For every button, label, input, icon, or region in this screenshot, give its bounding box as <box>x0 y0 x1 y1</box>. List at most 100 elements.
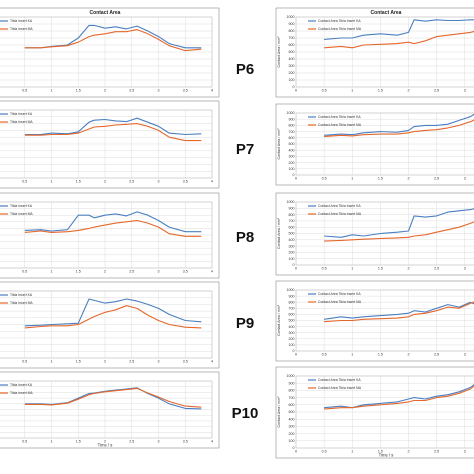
y-tick-label: 100 <box>289 167 295 171</box>
gridlines <box>0 109 213 179</box>
x-tick-label: 1 <box>51 270 53 274</box>
x-tick-label: 2.5 <box>434 353 439 357</box>
y-tick-label: 0 <box>293 263 295 267</box>
x-tick-label: 1.5 <box>378 450 383 454</box>
legend: Tibia Insert KA Tibia Insert MA <box>0 383 33 395</box>
x-tick-label: 2.5 <box>129 180 134 184</box>
legend: Contact Area Tibia Insert KA Contact Area… <box>308 19 362 31</box>
plot-area <box>295 289 474 352</box>
y-tick-label: 800 <box>289 300 295 304</box>
x-tick-label: 2 <box>104 89 106 93</box>
x-tick-label: 1 <box>351 177 353 181</box>
legend: Tibia Insert KA Tibia Insert MA <box>0 204 33 216</box>
series-line-2 <box>324 385 474 410</box>
y-tick-label: 900 <box>289 117 295 121</box>
panel-frame <box>275 366 474 459</box>
x-tick-label: 2.5 <box>129 440 134 444</box>
series-line-2 <box>324 221 474 242</box>
x-tick-label: 0 <box>295 267 297 271</box>
y-tick-label: 400 <box>289 417 295 421</box>
y-tick-label: 300 <box>289 244 295 248</box>
y-tick-label: 400 <box>289 148 295 152</box>
legend: Tibia Insert KA Tibia Insert MA <box>0 112 33 124</box>
y-tick-label: 700 <box>289 396 295 400</box>
x-tick-label: 3 <box>158 440 160 444</box>
legend-entry: Tibia Insert KA <box>10 19 33 23</box>
plot-area <box>295 112 474 176</box>
series-line-2 <box>324 30 474 49</box>
x-tick-label: 1.5 <box>76 360 81 364</box>
right-chart-column: Contact Area0100200300400500600700800900… <box>275 7 474 459</box>
x-tick-label: 3.5 <box>183 270 188 274</box>
y-axis-label: Contact Area / mm² <box>277 36 281 68</box>
x-tick-label: 2 <box>408 353 410 357</box>
legend-entry: Tibia Insert KA <box>10 204 33 208</box>
y-tick-label: 700 <box>289 130 295 134</box>
series-line-1 <box>24 117 202 136</box>
legend: Contact Area Tibia Insert KA Contact Area… <box>308 292 362 304</box>
x-tick-label: 2 <box>104 180 106 184</box>
x-axis-label: Time / s <box>98 443 113 448</box>
x-tick-label: 2 <box>408 177 410 181</box>
x-tick-label: 1 <box>351 353 353 357</box>
x-tick-label: 3 <box>464 353 466 357</box>
y-axis-label: Contact Area / mm² <box>277 396 281 428</box>
y-tick-label: 200 <box>289 71 295 75</box>
y-tick-label: 700 <box>289 307 295 311</box>
y-tick-label: 300 <box>289 425 295 429</box>
y-tick-label: 200 <box>289 337 295 341</box>
panel-title: Contact Area <box>371 10 402 16</box>
legend-entry: Tibia Insert KA <box>10 112 33 116</box>
y-tick-label: 200 <box>289 432 295 436</box>
y-tick-label: 100 <box>289 257 295 261</box>
series-line-1 <box>324 301 474 320</box>
x-tick-label: 3 <box>464 267 466 271</box>
y-tick-label: 400 <box>289 325 295 329</box>
legend-entry: Tibia Insert MA <box>10 391 33 395</box>
x-tick-label: 1 <box>51 360 53 364</box>
legend-entry: Contact Area Tibia Insert MA <box>318 300 362 304</box>
series-line-1 <box>324 19 474 40</box>
legend-entry: Contact Area Tibia Insert KA <box>318 204 361 208</box>
legend: Contact Area Tibia Insert KA Contact Area… <box>308 378 362 390</box>
legend: Contact Area Tibia Insert KA Contact Area… <box>308 204 362 216</box>
series-line-2 <box>24 29 202 52</box>
x-tick-label: 1.5 <box>378 89 383 93</box>
y-tick-label: 900 <box>289 207 295 211</box>
x-tick-label: 0.5 <box>322 267 327 271</box>
series-line-1 <box>24 298 202 327</box>
x-tick-label: 2.5 <box>129 270 134 274</box>
y-tick-label: 500 <box>289 232 295 236</box>
y-tick-label: 800 <box>289 29 295 33</box>
series-line-2 <box>24 387 202 408</box>
x-tick-label: 2.5 <box>129 360 134 364</box>
panel-frame <box>0 371 220 449</box>
x-tick-label: 3 <box>158 180 160 184</box>
plot-area <box>0 290 213 359</box>
panel-label-p7: P7 <box>236 141 254 158</box>
y-tick-label: 1000 <box>287 288 295 292</box>
legend-entry: Tibia Insert KA <box>10 293 33 297</box>
legend-entry: Contact Area Tibia Insert KA <box>318 19 361 23</box>
x-tick-label: 2.5 <box>434 267 439 271</box>
y-tick-label: 600 <box>289 403 295 407</box>
x-tick-label: 0 <box>295 89 297 93</box>
legend-entry: Contact Area Tibia Insert KA <box>318 378 361 382</box>
panel-title: Contact Area <box>90 10 121 16</box>
plot-area <box>295 375 474 449</box>
x-tick-label: 0.5 <box>22 440 27 444</box>
panel-label-p9: P9 <box>236 315 254 332</box>
y-axis-label: Contact Area / mm² <box>277 304 281 336</box>
series-line-2 <box>24 305 202 329</box>
legend-entry: Tibia Insert MA <box>10 301 33 305</box>
x-tick-label: 0 <box>295 353 297 357</box>
x-tick-label: 0.5 <box>22 360 27 364</box>
x-tick-label: 0.5 <box>322 89 327 93</box>
x-tick-label: 0 <box>295 450 297 454</box>
plot-area <box>0 201 213 269</box>
y-tick-label: 600 <box>289 313 295 317</box>
